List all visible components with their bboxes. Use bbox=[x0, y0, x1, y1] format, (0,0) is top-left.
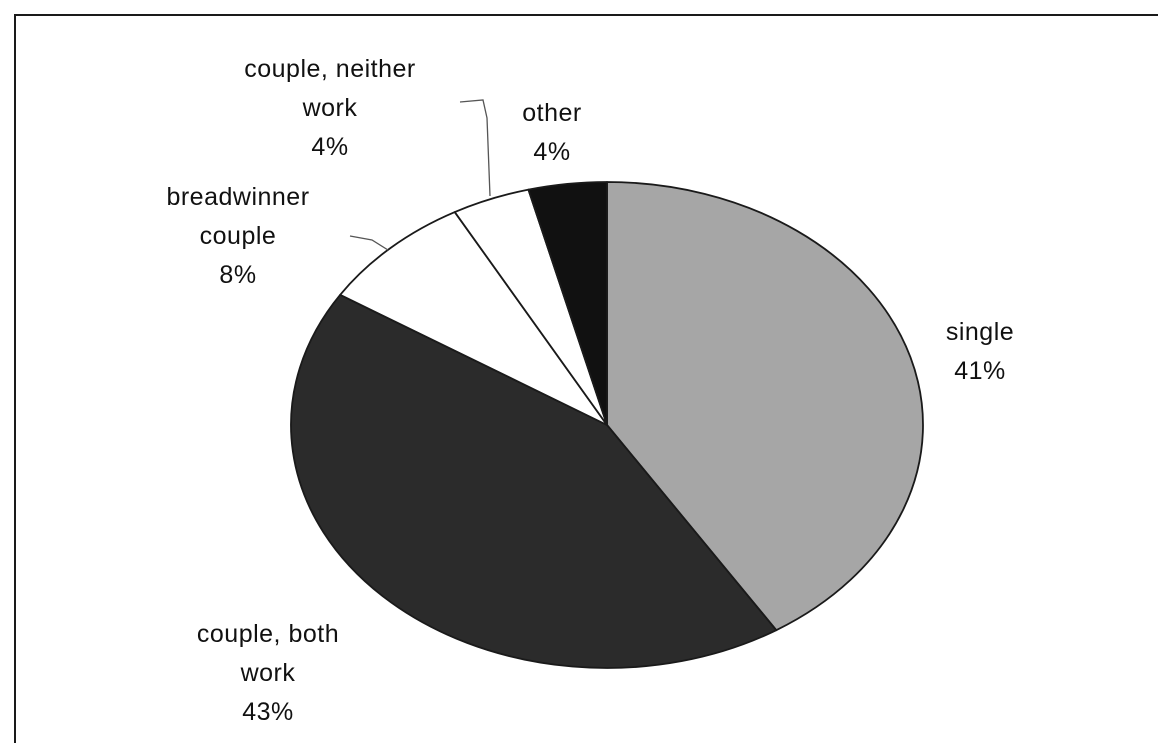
slice-value-label-other: 4% bbox=[533, 138, 570, 166]
slice-value-label-couple-both-work: 43% bbox=[242, 698, 294, 726]
slice-name-label-couple-both-work: work bbox=[240, 659, 296, 687]
pie-slice-breadwinner-couple bbox=[339, 211, 608, 426]
slice-name-label-other: other bbox=[522, 99, 581, 127]
leader-line-couple-neither-work bbox=[459, 99, 491, 197]
slice-value-label-single: 41% bbox=[954, 357, 1006, 385]
leader-line-breadwinner-couple bbox=[349, 235, 389, 251]
slice-name-label-couple-neither-work: couple, neither bbox=[244, 55, 416, 83]
slice-value-label-breadwinner-couple: 8% bbox=[219, 261, 256, 289]
pie-slice-other bbox=[527, 181, 608, 426]
slice-name-label-single: single bbox=[946, 318, 1014, 346]
pie-slice-couple-both-work bbox=[290, 293, 778, 669]
slice-name-label-couple-both-work: couple, both bbox=[197, 620, 339, 648]
pie-slice-single bbox=[606, 181, 924, 632]
slice-name-label-breadwinner-couple: breadwinner bbox=[166, 183, 309, 211]
slice-value-label-couple-neither-work: 4% bbox=[311, 133, 348, 161]
slice-name-label-breadwinner-couple: couple bbox=[200, 222, 277, 250]
slice-name-label-couple-neither-work: work bbox=[302, 94, 358, 122]
